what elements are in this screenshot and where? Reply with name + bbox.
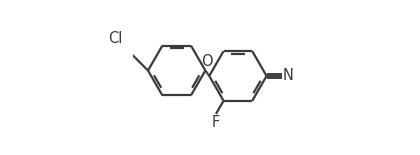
Text: F: F: [212, 115, 220, 130]
Text: Cl: Cl: [108, 31, 123, 46]
Text: O: O: [201, 54, 213, 69]
Text: N: N: [283, 69, 294, 83]
